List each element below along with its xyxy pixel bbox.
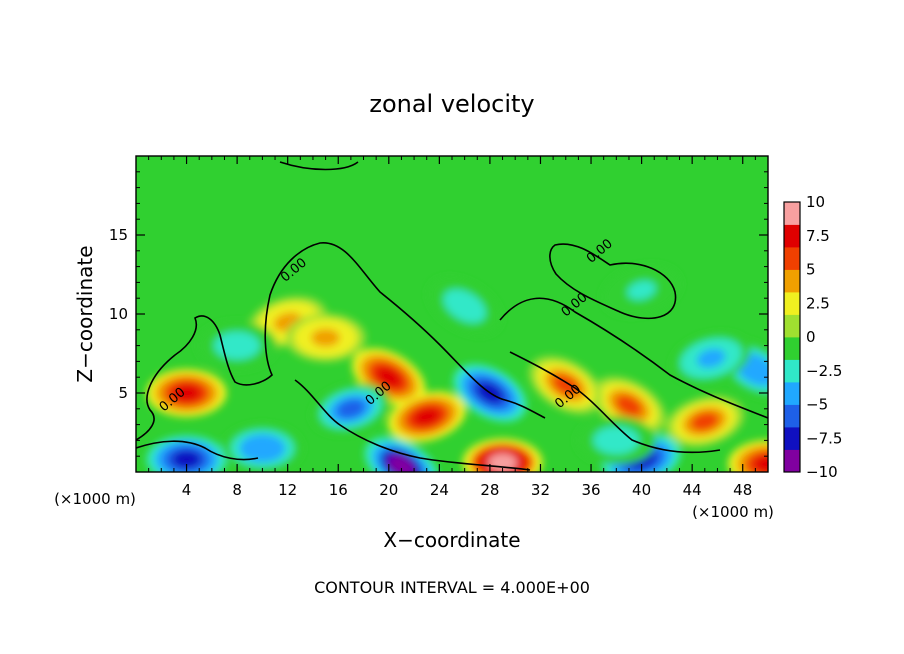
y-axis-title: Z−coordinate xyxy=(73,245,97,382)
colorbar-frame xyxy=(783,201,801,473)
velocity-blob-layer xyxy=(753,455,768,472)
velocity-blob-layer xyxy=(375,366,403,388)
velocity-blob xyxy=(364,436,439,472)
colorbar-band xyxy=(784,404,800,428)
x-tick-label: 24 xyxy=(430,481,449,499)
y-tick-label: 15 xyxy=(109,226,128,244)
colorbar-band xyxy=(784,292,800,315)
velocity-blob-layer xyxy=(388,455,415,472)
colorbar-tick-label: 10 xyxy=(806,193,825,211)
velocity-blob-layer xyxy=(247,439,277,458)
velocity-blob-layer xyxy=(696,348,726,368)
contour-line xyxy=(549,243,677,320)
x-unit-label-left: (×1000 m) xyxy=(54,490,136,508)
colorbar-tick-label: −5 xyxy=(806,396,828,414)
velocity-blob xyxy=(387,391,466,443)
y-tick-label: 10 xyxy=(109,305,128,323)
colorbar-tick-label: 2.5 xyxy=(806,294,830,312)
x-tick-label: 8 xyxy=(232,481,242,499)
colorbar-tick-label: −2.5 xyxy=(806,362,842,380)
velocity-blob-layer xyxy=(336,399,366,419)
velocity-blob xyxy=(197,321,278,370)
x-unit-label-right: (×1000 m) xyxy=(692,503,774,521)
x-tick-label: 36 xyxy=(581,481,600,499)
colorbar-band xyxy=(784,269,800,293)
velocity-blob xyxy=(671,332,751,384)
contour-line xyxy=(279,161,359,171)
velocity-blob-layer xyxy=(222,336,252,355)
y-axis: 5 10 15 xyxy=(109,171,768,457)
velocity-blob-layer xyxy=(172,450,202,469)
velocity-blob-layer xyxy=(601,431,631,450)
colorbar-band xyxy=(784,337,800,360)
velocity-blob xyxy=(728,440,768,472)
velocity-blob-layer xyxy=(615,394,643,417)
x-tick-label: 32 xyxy=(531,481,550,499)
colorbar-band xyxy=(784,359,800,383)
velocity-blob-layer xyxy=(412,407,441,427)
contour-line xyxy=(136,440,259,461)
velocity-blob-layer xyxy=(742,358,768,380)
velocity-blob-layer xyxy=(451,295,478,317)
colorbar-tick-label: 5 xyxy=(806,261,816,279)
contour-line xyxy=(294,379,531,471)
velocity-blob-layer xyxy=(690,411,719,431)
velocity-blob xyxy=(146,435,227,472)
contour-interval-footer: CONTOUR INTERVAL = 4.000E+00 xyxy=(314,578,590,597)
contour-line xyxy=(499,297,768,419)
y-tick-label: 5 xyxy=(118,384,128,402)
velocity-blob xyxy=(146,369,227,417)
colorbar-tick-label: −7.5 xyxy=(806,429,842,447)
chart-title: zonal velocity xyxy=(369,90,534,118)
velocity-blob xyxy=(285,313,366,362)
velocity-blob xyxy=(222,424,303,472)
velocity-blob xyxy=(602,264,681,316)
velocity-blob-layer xyxy=(311,328,341,347)
velocity-blob xyxy=(427,277,502,335)
colorbar: 10 7.5 5 2.5 0 −2.5 −5 −7.5 −10 xyxy=(783,193,842,481)
zero-contours xyxy=(136,161,768,471)
colorbar-tick-label: −10 xyxy=(806,463,838,481)
colorbar-tick-label: 7.5 xyxy=(806,227,830,245)
contour-line xyxy=(136,242,546,441)
colorbar-band xyxy=(784,224,800,248)
x-tick-label: 20 xyxy=(379,481,398,499)
velocity-blob xyxy=(529,356,603,414)
velocity-blob xyxy=(576,416,657,465)
velocity-blob-layer xyxy=(552,374,580,396)
colorbar-band xyxy=(784,382,800,405)
velocity-blob-layer xyxy=(627,280,656,300)
x-tick-label: 44 xyxy=(683,481,702,499)
x-tick-label: 12 xyxy=(278,481,297,499)
colorbar-band xyxy=(784,427,800,450)
x-tick-label: 28 xyxy=(480,481,499,499)
colorbar-band xyxy=(784,202,800,225)
heatmap-field: 0.000.00 0.000.000.000.00 xyxy=(136,156,768,472)
colorbar-tick-label: 0 xyxy=(806,328,816,346)
contour-line xyxy=(509,351,721,454)
x-axis: 4 8 12 16 20 24 28 32 36 40 44 48 xyxy=(148,156,756,499)
colorbar-band xyxy=(784,449,800,473)
velocity-cells xyxy=(146,264,768,472)
x-tick-label: 40 xyxy=(632,481,651,499)
x-tick-label: 48 xyxy=(733,481,752,499)
velocity-blob-layer xyxy=(172,384,202,402)
colorbar-band xyxy=(784,247,800,270)
velocity-blob xyxy=(462,438,543,472)
velocity-blob xyxy=(665,396,744,447)
x-tick-label: 16 xyxy=(329,481,348,499)
velocity-blob xyxy=(311,383,391,435)
x-axis-title: X−coordinate xyxy=(383,528,520,552)
colorbar-band xyxy=(784,314,800,338)
x-tick-label: 4 xyxy=(182,481,192,499)
